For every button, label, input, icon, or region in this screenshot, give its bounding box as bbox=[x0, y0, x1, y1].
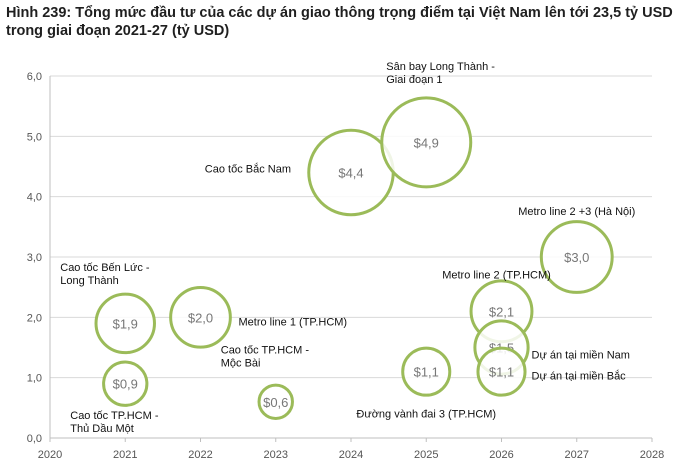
bubble-annotation: Giai đoạn 1 bbox=[386, 74, 442, 86]
bubble-annotation: Mộc Bài bbox=[221, 357, 261, 369]
bubble-value-label: $4,9 bbox=[414, 135, 439, 150]
x-tick-label: 2026 bbox=[489, 449, 513, 461]
bubble bbox=[539, 220, 614, 294]
y-tick-label: 2,0 bbox=[27, 312, 42, 324]
y-tick-label: 5,0 bbox=[27, 131, 42, 143]
bubble-annotation: Long Thành bbox=[60, 275, 119, 287]
bubble-value-label: $2,0 bbox=[188, 310, 213, 325]
y-tick-label: 0,0 bbox=[27, 433, 42, 445]
bubble-annotation: Dự án tại miền Nam bbox=[532, 350, 630, 362]
bubble-annotation: Đường vành đai 3 (TP.HCM) bbox=[356, 409, 496, 421]
x-tick-label: 2023 bbox=[264, 449, 288, 461]
bubble bbox=[380, 96, 473, 189]
bubbles: $1,9$0,9$2,0$0,6$4,4$4,9$1,1$2,1$1,5$1,1… bbox=[94, 96, 614, 421]
bubble-value-label: $1,9 bbox=[113, 316, 138, 331]
bubble-value-label: $1,1 bbox=[414, 365, 439, 380]
chart-title: Hình 239: Tổng mức đầu tư của các dự án … bbox=[6, 5, 673, 39]
bubble-annotation: Metro line 2 (TP.HCM) bbox=[442, 269, 551, 281]
x-tick-label: 2020 bbox=[38, 449, 62, 461]
x-tick-label: 2027 bbox=[565, 449, 589, 461]
bubble-value-label: $4,4 bbox=[338, 166, 363, 181]
bubble-annotation: Cao tốc TP.HCM - bbox=[70, 410, 159, 422]
bubble-annotation: Cao tốc Bắc Nam bbox=[205, 163, 291, 176]
bubble-annotation: Cao tốc TP.HCM - bbox=[221, 344, 310, 356]
bubble bbox=[94, 292, 156, 355]
x-tick-label: 2022 bbox=[188, 449, 212, 461]
y-tick-label: 3,0 bbox=[27, 252, 42, 264]
annotations: Cao tốc Bến Lức -Long Thành Cao tốc TP.HC… bbox=[60, 61, 635, 435]
x-tick-label: 2025 bbox=[414, 449, 438, 461]
bubble-annotation: Sân bay Long Thành - bbox=[386, 61, 495, 73]
bubble-value-label: $0,6 bbox=[263, 395, 288, 410]
y-tick-label: 4,0 bbox=[27, 192, 42, 204]
y-tick-label: 6,0 bbox=[27, 71, 42, 83]
x-tick-label: 2021 bbox=[113, 449, 137, 461]
bubble-value-label: $3,0 bbox=[564, 250, 589, 265]
bubble bbox=[102, 360, 149, 407]
bubble-annotation: Metro line 1 (TP.HCM) bbox=[239, 316, 348, 328]
axes bbox=[49, 76, 653, 442]
bubble-value-label: $2,1 bbox=[489, 304, 514, 319]
tick-labels: 0,0 1,0 2,0 3,0 4,0 5,0 6,0 2020 2021 2022 2023 202… bbox=[27, 71, 665, 461]
x-tick-label: 2028 bbox=[640, 449, 664, 461]
bubble-value-label: $0,9 bbox=[113, 377, 138, 392]
bubble-annotation: Dự án tại miền Bắc bbox=[532, 370, 627, 383]
bubble bbox=[476, 346, 527, 397]
x-tick-label: 2024 bbox=[339, 449, 363, 461]
bubble-value-label: $1,1 bbox=[489, 365, 514, 380]
bubble-annotation: Metro line 2 +3 (Hà Nội) bbox=[518, 206, 635, 218]
bubble-annotation: Thủ Dầu Một bbox=[70, 423, 134, 435]
y-tick-label: 1,0 bbox=[27, 373, 42, 385]
bubble bbox=[169, 285, 232, 349]
bubble bbox=[401, 346, 452, 397]
bubble-annotation: Cao tốc Bến Lức - bbox=[60, 262, 150, 274]
bubble bbox=[257, 383, 294, 421]
